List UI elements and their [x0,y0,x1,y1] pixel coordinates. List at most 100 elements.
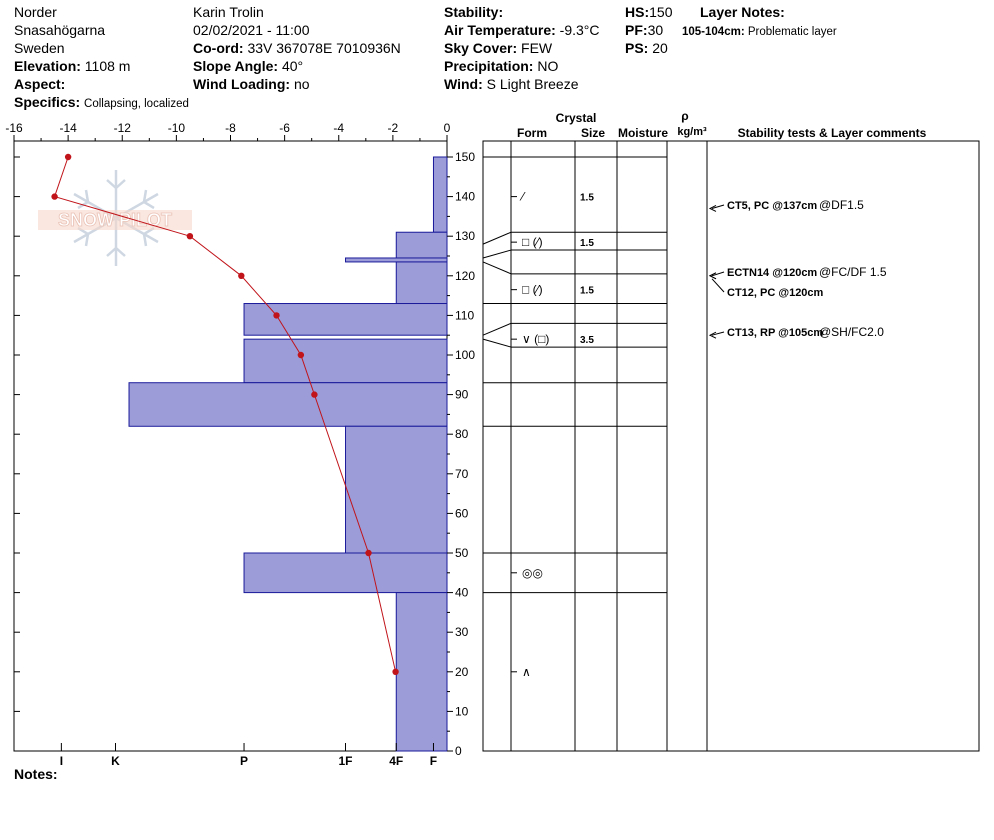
height-tick-label-6: 60 [455,506,469,520]
density-unit-header: kg/m³ [677,126,707,138]
layer-connector-1 [482,231,512,245]
stability-label: Stability: [444,4,504,20]
layer-form-0: ⁄ [519,190,526,204]
temperature-axis: -16 -14 -12 -10 -8 -6 -4 -2 0 [5,121,451,141]
hs-row: HS:150 [625,3,672,21]
slope-value: 40° [281,58,304,74]
coord-value: 33V 367078E 7010936N [247,40,401,56]
layer-note-row: 105-104cm: Problematic layer [682,23,837,41]
height-tick-label-2: 20 [455,665,469,679]
ps-row: PS: 20 [625,39,668,57]
temp-tick-label-8: 0 [444,121,451,135]
aspect-label: Aspect: [14,76,66,92]
wind-loading-row: Wind Loading: no [193,75,310,93]
height-tick-label-3: 30 [455,625,469,639]
layer-connector-3 [482,261,512,275]
stability-row: Stability: [444,3,503,21]
hardness-bar-7 [345,425,448,554]
stab-arrowhead-2 [708,272,717,280]
size-header: Size [581,126,605,140]
wind-value: S Light Breeze [486,76,579,92]
hs-value: 150 [649,4,673,20]
column-headers: Crystal Form Size Moisture ρ kg/m³ Stabi… [517,109,927,140]
pf-value: 30 [647,22,664,38]
air-temp-row: Air Temperature: -9.3°C [444,21,600,39]
layer-form-1: □ (⁄) [522,235,543,249]
height-tick-label-5: 50 [455,546,469,560]
hardness-tick-label-0: I [60,754,63,768]
layer-connector-6 [482,338,512,348]
observer: Karin Trolin [193,4,264,20]
hardness-bar-3 [395,261,448,305]
temp-tick-label-3: -10 [168,121,186,135]
hardness-tick-label-3: 1F [339,754,353,768]
stability-tests: CT5, PC @137cm @DF1.5 ECTN14 @120cm @FC/DF … [708,198,887,339]
temp-point-8 [392,668,399,675]
crystal-header: Crystal [556,111,597,125]
height-tick-label-1: 10 [455,704,469,718]
height-tick-label-10: 100 [455,348,475,362]
layer-cells: ⁄ 1.5 □ (⁄) 1.5 □ (⁄) 1.5 ∨ (□) 3.5 ◎◎ ∧ [511,190,594,679]
stab-label-3: CT13, RP @105cm [727,327,823,339]
stab-arrow-1 [711,271,725,277]
hardness-bar-5 [243,338,448,384]
elevation-value: 1108 m [84,58,131,74]
location: Snasahögarna [14,22,106,38]
temp-point-0 [64,153,72,161]
temperature-points [51,153,399,675]
hardness-tick-label-1: K [111,754,120,768]
datetime: 02/02/2021 - 11:00 [193,22,310,38]
layer-note-depth: 105-104cm: [682,26,745,38]
layer-size-3: 3.5 [580,335,594,346]
moisture-header: Moisture [618,126,668,140]
height-tick-label-4: 40 [455,586,469,600]
height-tick-label-15: 150 [455,150,475,164]
wind-label: Wind: [444,76,483,92]
specifics-row: Specifics: Collapsing, localized [14,93,189,113]
stab-arrow-3 [711,331,725,336]
temp-tick-label-0: -16 [5,121,23,135]
layer-table-frame [482,140,980,752]
temp-tick-label-5: -6 [279,121,290,135]
ps-label: PS: [625,40,649,56]
layer-form-5: ∧ [522,665,531,679]
stab-extra-0: @DF1.5 [819,198,864,212]
temp-point-7 [365,549,372,557]
height-tick-label-14: 140 [455,190,475,204]
wind-loading-label: Wind Loading: [193,76,291,92]
wind-loading-value: no [293,76,310,92]
layer-form-3: ∨ (□) [522,332,549,346]
sky-label: Sky Cover: [444,40,518,56]
stab-arrowhead-0 [708,205,717,212]
coord-row: Co-ord: 33V 367078E 7010936N [193,39,401,57]
hardness-bar-0 [432,156,448,233]
stab-label-0: CT5, PC @137cm [727,200,817,212]
temp-point-5 [297,351,305,359]
height-axis: 0 10 20 30 40 50 60 70 80 90 100 110 120 130 140 150 [14,150,475,758]
hardness-bar-2 [345,257,448,263]
height-tick-label-12: 120 [455,269,475,283]
height-tick-label-11: 110 [455,308,474,322]
sky-row: Sky Cover: FEW [444,39,552,57]
temp-point-3 [238,272,245,279]
hardness-bars [128,156,448,752]
specifics-label: Specifics: [14,94,81,110]
layer-connector-5 [482,322,512,336]
layer-size-2: 1.5 [580,286,594,297]
height-tick-label-8: 80 [455,427,469,441]
aspect-row: Aspect: [14,75,65,93]
temp-tick-label-2: -12 [114,121,132,135]
elevation-label: Elevation: [14,58,81,74]
stab-arrow-2 [711,278,725,293]
layer-connector-2 [482,249,512,259]
form-header: Form [517,126,547,140]
hs-label: HS: [625,4,650,20]
notes-label: Notes: [14,766,58,782]
stab-extra-3: @SH/FC2.0 [819,325,884,339]
country: Sweden [14,40,65,56]
precip-label: Precipitation: [444,58,534,74]
temp-tick-label-7: -2 [388,121,399,135]
layer-note-text: Problematic layer [747,26,837,38]
layer-size-1: 1.5 [580,238,594,249]
precip-row: Precipitation: NO [444,57,558,75]
